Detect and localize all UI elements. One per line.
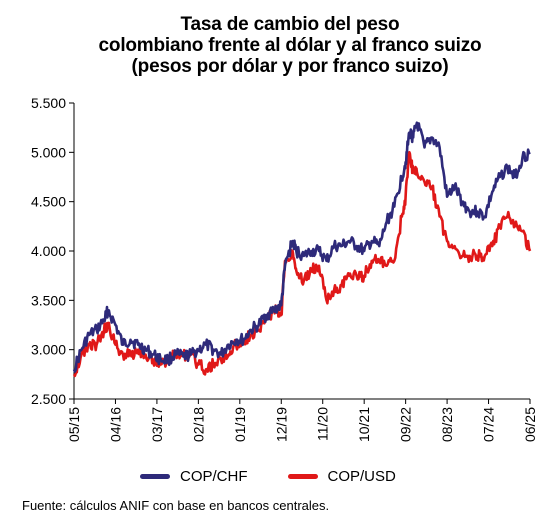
- x-tick-label: 02/18: [190, 407, 206, 442]
- legend-label-cop-chf: COP/CHF: [180, 468, 248, 485]
- chart-title-line-1: Tasa de cambio del peso: [180, 14, 400, 35]
- series-line-cop-chf: [72, 121, 531, 373]
- y-tick-label: 4.500: [31, 194, 66, 210]
- x-tick-label: 01/19: [232, 407, 248, 442]
- y-tick-label: 4.000: [31, 243, 66, 259]
- x-tick-label: 07/24: [481, 407, 497, 442]
- x-tick-label: 05/15: [66, 407, 82, 442]
- x-tick-label: 06/25: [522, 407, 538, 442]
- x-tick-label: 03/17: [149, 407, 165, 442]
- chart-title-line-2: colombiano frente al dólar y al franco s…: [98, 35, 482, 56]
- x-tick-label: 04/16: [107, 407, 123, 442]
- legend-swatch-cop-chf: [140, 474, 170, 479]
- legend-item-cop-chf: COP/CHF: [140, 468, 248, 485]
- y-tick-label: 2.500: [31, 391, 66, 407]
- y-tick-label: 3.500: [31, 292, 66, 308]
- x-tick-label: 12/19: [273, 407, 289, 442]
- chart-plot: 5.500 5.000 4.500 4.000 3.500 3.000 2.50005/15…: [31, 95, 538, 442]
- chart-title-line-3: (pesos por dólar y por franco suizo): [131, 56, 449, 77]
- legend-swatch-cop-usd: [287, 474, 318, 479]
- x-tick-label: 11/20: [315, 407, 331, 441]
- legend-label-cop-usd: COP/USD: [327, 468, 396, 485]
- x-tick-label: 10/21: [356, 407, 372, 442]
- series-line-cop-usd: [72, 151, 532, 378]
- x-tick-label: 08/23: [439, 407, 455, 442]
- chart-title: Tasa de cambio del peso colombiano frent…: [40, 14, 540, 77]
- x-tick-label: 09/22: [398, 407, 414, 442]
- y-tick-label: 3.000: [31, 342, 66, 358]
- chart-legend: COP/CHF COP/USD: [140, 468, 396, 485]
- y-tick-label: 5.000: [31, 144, 66, 160]
- legend-item-cop-usd: COP/USD: [287, 468, 396, 485]
- y-tick-label: 5.500: [31, 95, 66, 111]
- source-note: Fuente: cálculos ANIF con base en bancos…: [22, 498, 330, 513]
